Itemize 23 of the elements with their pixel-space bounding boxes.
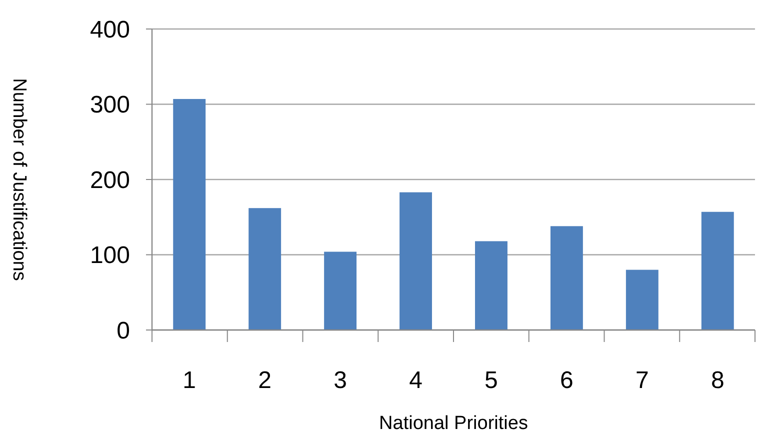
- bar: [626, 270, 658, 330]
- y-tick-label: 0: [116, 317, 130, 344]
- bar: [324, 252, 357, 330]
- bar: [248, 208, 282, 330]
- x-tick-label: 2: [258, 367, 272, 394]
- x-tick-label: 6: [560, 367, 574, 394]
- y-tick-label: 200: [90, 166, 130, 194]
- y-tick-label: 300: [90, 92, 130, 119]
- x-axis-title: National Priorities: [379, 413, 528, 434]
- x-tick-label: 3: [334, 367, 347, 394]
- x-tick-label: 1: [182, 367, 196, 394]
- y-axis-title: Number of Justifications: [8, 78, 30, 281]
- bar: [173, 98, 206, 330]
- bar: [475, 241, 508, 330]
- y-tick-label: 400: [90, 16, 130, 44]
- x-tick-label: 4: [409, 367, 422, 394]
- x-tick-label: 8: [710, 367, 724, 394]
- x-tick-label: 7: [635, 367, 649, 394]
- y-tick-label: 100: [90, 242, 130, 270]
- bar: [701, 212, 734, 330]
- x-tick-label: 5: [484, 367, 498, 394]
- bar: [400, 192, 432, 330]
- bar: [550, 226, 583, 330]
